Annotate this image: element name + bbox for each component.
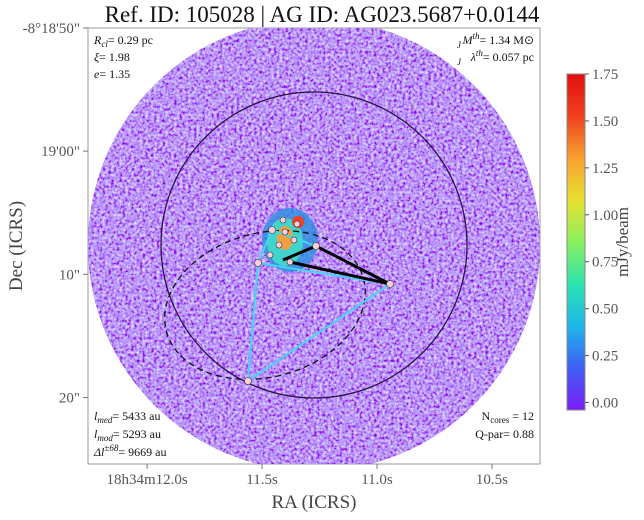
annotation: ξ= 1.98	[94, 50, 130, 64]
y-axis-label: Dec (ICRS)	[6, 201, 27, 291]
colorbar-tick-label: 1.75	[592, 67, 618, 83]
x-tick-label: 11.5s	[246, 472, 278, 488]
annotation: Mth= 1.34 M⊙	[461, 31, 534, 47]
colorbar-label: mJy/beam	[613, 207, 632, 277]
cores	[244, 216, 394, 385]
annotation: λth= 0.057 pc	[470, 48, 534, 64]
annotation-sub: J	[457, 40, 462, 50]
colorbar-tick-label: 1.00	[592, 208, 618, 224]
x-tick-label: 11.0s	[361, 472, 393, 488]
image	[88, 28, 540, 464]
annotation: lmed= 5433 au	[94, 409, 160, 425]
y-tick-label: 10"	[59, 267, 80, 283]
annotation: lmod= 5293 au	[94, 427, 161, 443]
y-tick-label: 20"	[59, 390, 80, 406]
colorbar	[566, 73, 586, 411]
cluster-circle	[160, 91, 468, 399]
x-tick-label: 10.5s	[476, 472, 508, 488]
x-tick-label: 18h34m12.0s	[106, 472, 187, 488]
annotation-sub: J	[457, 57, 462, 67]
colorbar-tick-label: 0.50	[592, 302, 618, 318]
colorbar-tick-label: 0.25	[592, 349, 618, 365]
annotation: Ncores = 12	[482, 409, 534, 425]
x-axis-label: RA (ICRS)	[272, 492, 357, 513]
annotation: e= 1.35	[94, 67, 130, 81]
annotation: Rcl= 0.29 pc	[93, 33, 153, 49]
y-tick-label: 19'00"	[41, 144, 80, 160]
colorbar-tick-label: 0.75	[592, 255, 618, 271]
mst-black	[282, 244, 391, 286]
colorbar-tick-label: 1.50	[592, 114, 618, 130]
annotation: Q-par= 0.88	[475, 427, 534, 441]
colorbar-tick-label: 1.25	[592, 161, 618, 177]
chart-title: Ref. ID: 105028 | AG ID: AG023.5687+0.01…	[105, 2, 540, 27]
colorbar-tick-label: 0.00	[592, 395, 618, 411]
annotation: Δl±68= 9669 au	[93, 443, 166, 459]
y-tick-label: -8°18'50"	[23, 21, 80, 37]
